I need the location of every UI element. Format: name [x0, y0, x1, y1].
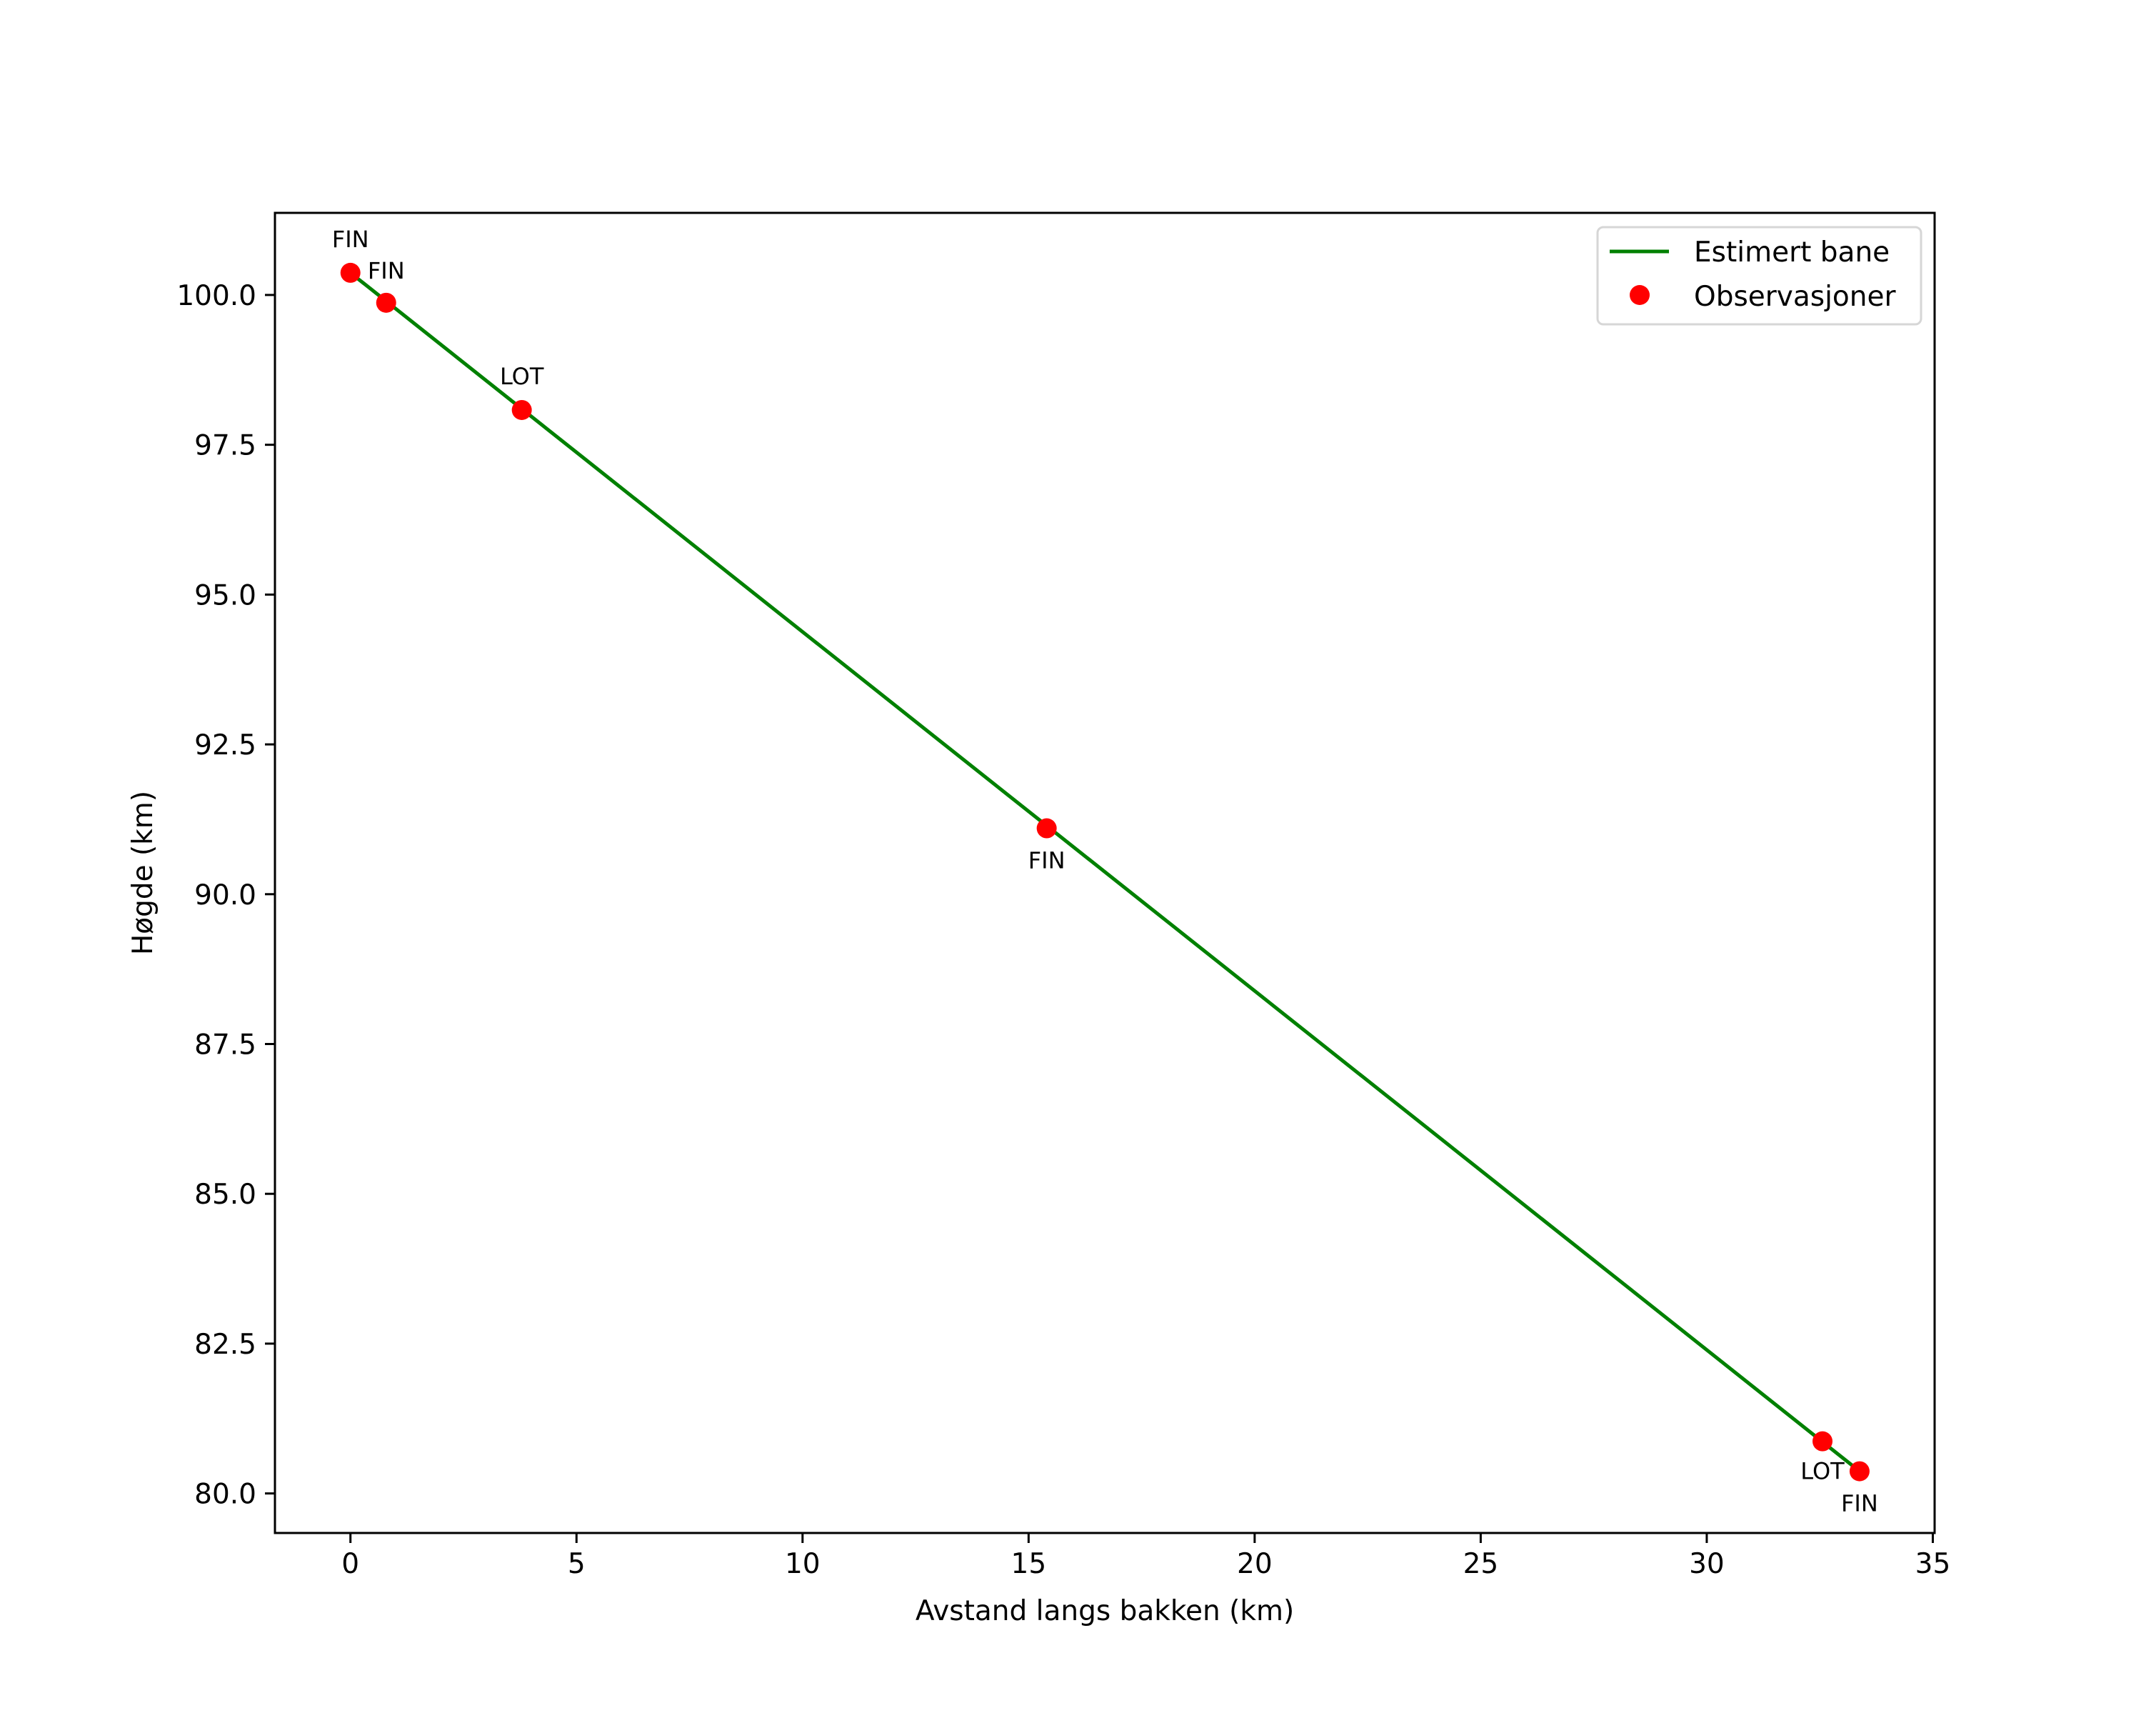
x-tick-label: 0: [341, 1548, 359, 1580]
y-axis-label: Høgde (km): [127, 791, 159, 955]
y-tick-label: 100.0: [176, 280, 256, 312]
x-tick-label: 35: [1915, 1548, 1951, 1580]
x-axis-label: Avstand langs bakken (km): [916, 1595, 1294, 1627]
y-tick-label: 87.5: [194, 1029, 256, 1061]
legend-label-estimated-path: Estimert bane: [1694, 236, 1890, 269]
observation-station-label: FIN: [1028, 847, 1066, 874]
observation-points-layer: [340, 262, 1870, 1482]
observation-point: [511, 399, 532, 420]
y-tick-label: 80.0: [194, 1479, 256, 1511]
legend-frame: [1596, 226, 1922, 326]
observation-point: [1036, 818, 1057, 839]
y-tick-label: 95.0: [194, 579, 256, 611]
legend-dot-icon: [1630, 285, 1650, 305]
x-tick-label: 20: [1237, 1548, 1273, 1580]
observation-station-label: FIN: [332, 226, 369, 253]
x-tick-label: 5: [568, 1548, 586, 1580]
y-tick-label: 92.5: [194, 729, 256, 761]
observation-station-label: FIN: [368, 257, 405, 284]
trajectory-line-layer: [349, 271, 1861, 1473]
legend-label-observations: Observasjoner: [1694, 281, 1897, 313]
x-axis-ticks: 0 5 10 15 20 25 30 35: [341, 1533, 1950, 1580]
y-tick-label: 90.0: [194, 879, 256, 912]
point-labels-layer: FIN FIN LOT FIN LOT FIN: [332, 226, 1878, 1517]
observation-station-label: LOT: [1800, 1458, 1845, 1485]
y-tick-label: 85.0: [194, 1179, 256, 1211]
observation-point: [1812, 1431, 1832, 1452]
x-tick-label: 30: [1689, 1548, 1725, 1580]
observation-point: [376, 292, 396, 313]
observation-station-label: LOT: [500, 363, 544, 390]
axes-frame: [274, 211, 1936, 1534]
estimated-path-line: [349, 271, 1861, 1473]
observation-station-label: FIN: [1841, 1490, 1878, 1517]
legend: Estimert bane Observasjoner: [1596, 226, 1922, 326]
y-tick-label: 97.5: [194, 430, 256, 462]
observation-point: [1849, 1461, 1870, 1482]
x-tick-label: 15: [1011, 1548, 1047, 1580]
plot-area: FIN FIN LOT FIN LOT FIN: [332, 226, 1878, 1517]
y-tick-label: 82.5: [194, 1329, 256, 1361]
y-axis-ticks: 80.0 82.5 85.0 87.5 90.0 92.5 95.0 97.5 100.0: [176, 280, 275, 1511]
observation-point: [340, 262, 361, 283]
x-tick-label: 25: [1463, 1548, 1499, 1580]
x-tick-label: 10: [785, 1548, 821, 1580]
